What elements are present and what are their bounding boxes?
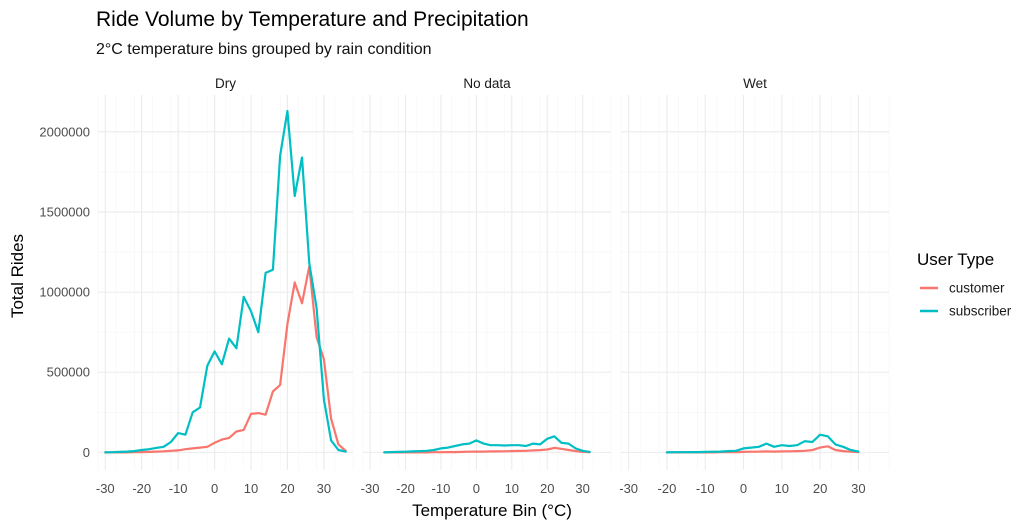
x-tick-label: -30 [96, 481, 115, 496]
x-tick-label: 0 [473, 481, 480, 496]
x-tick-label: -10 [696, 481, 715, 496]
y-tick-label: 2000000 [39, 124, 90, 139]
x-tick-label: -20 [658, 481, 677, 496]
legend-label: customer [949, 281, 1005, 296]
y-tick-label: 1500000 [39, 204, 90, 219]
x-tick-label: -20 [132, 481, 151, 496]
x-tick-label: 30 [317, 481, 331, 496]
legend-title: User Type [917, 250, 994, 269]
y-tick-label: 500000 [47, 365, 90, 380]
series-line-customer [383, 446, 591, 454]
legend-label: subscriber [949, 304, 1012, 319]
x-tick-label: -10 [432, 481, 451, 496]
facet-panel: No data -30 -20 -10 0 10 20 30 [361, 76, 612, 496]
x-tick-label: 10 [775, 481, 789, 496]
x-tick-label: 30 [575, 481, 589, 496]
x-tick-label: -30 [361, 481, 380, 496]
series-line-subscriber [104, 109, 347, 454]
legend: User Type customer subscriber [917, 250, 1012, 319]
x-tick-label: 20 [813, 481, 827, 496]
legend-item-customer: customer [920, 281, 1005, 296]
series-line-subscriber [383, 435, 591, 454]
y-axis-title: Total Rides [8, 234, 27, 318]
x-tick-label: 10 [244, 481, 258, 496]
facet-strip-label: No data [463, 76, 511, 91]
chart-title: Ride Volume by Temperature and Precipita… [96, 8, 529, 31]
x-tick-label: 0 [740, 481, 747, 496]
legend-item-subscriber: subscriber [920, 304, 1012, 319]
x-axis-title: Temperature Bin (°C) [412, 501, 572, 520]
x-tick-label: 20 [280, 481, 294, 496]
facets-layer: Dry -30 -20 -10 0 10 20 30 No data -30 -20 -10 0 10 20… [96, 76, 890, 496]
chart-subtitle: 2°C temperature bins grouped by rain con… [96, 41, 431, 58]
facet-panel: Wet -30 -20 -10 0 10 20 30 [619, 76, 890, 496]
x-tick-label: -30 [619, 481, 638, 496]
x-tick-label: 30 [851, 481, 865, 496]
x-tick-label: -10 [169, 481, 188, 496]
series-line-customer [104, 265, 347, 454]
x-tick-label: -20 [396, 481, 415, 496]
y-axis-ticks: 0 500000 1000000 1500000 2000000 [39, 124, 90, 460]
series-line-subscriber [665, 433, 860, 454]
y-tick-label: 1000000 [39, 285, 90, 300]
x-tick-label: 0 [211, 481, 218, 496]
x-tick-label: 20 [540, 481, 554, 496]
x-tick-label: 10 [505, 481, 519, 496]
facet-strip-label: Wet [743, 76, 767, 91]
y-tick-label: 0 [83, 445, 90, 460]
facet-panel: Dry -30 -20 -10 0 10 20 30 [96, 76, 354, 496]
facet-strip-label: Dry [215, 76, 236, 91]
legend-items: customer subscriber [920, 281, 1012, 319]
